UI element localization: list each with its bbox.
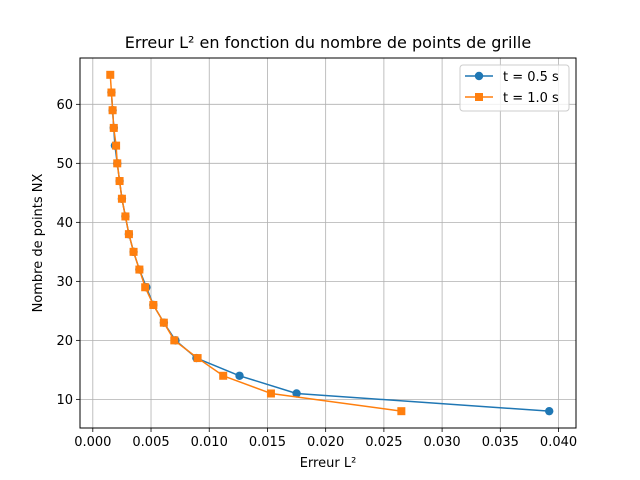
y-tick-label: 30 (56, 275, 73, 290)
data-point (113, 159, 122, 168)
data-point (170, 336, 179, 345)
grid (80, 58, 576, 428)
data-point (112, 141, 121, 150)
y-tick-label: 20 (56, 334, 73, 349)
data-point (109, 123, 118, 132)
data-point (106, 70, 115, 79)
data-point (107, 88, 116, 97)
data-point (219, 371, 228, 380)
data-point (117, 194, 126, 203)
x-tick-label: 0.005 (132, 435, 169, 450)
x-tick-label: 0.035 (482, 435, 519, 450)
data-point (193, 354, 202, 363)
legend-label-series-2: t = 1.0 s (503, 91, 559, 106)
legend-marker-series-1 (474, 71, 484, 81)
data-point (159, 318, 168, 327)
series-layer (106, 70, 554, 416)
data-point (135, 265, 144, 274)
data-point (121, 212, 130, 221)
data-point (292, 389, 301, 398)
x-tick-label: 0.040 (540, 435, 577, 450)
chart-title: Erreur L² en fonction du nombre de point… (125, 33, 531, 52)
plot-frame (79, 57, 577, 429)
y-tick-label: 60 (56, 98, 73, 113)
legend: t = 0.5 s t = 1.0 s (459, 64, 570, 112)
data-point (141, 283, 150, 292)
data-point (124, 230, 133, 239)
data-point (115, 177, 124, 186)
data-point (108, 106, 117, 115)
data-point (235, 371, 244, 380)
y-tick-label: 10 (56, 393, 73, 408)
y-axis-label: Nombre de points NX (31, 173, 46, 312)
data-point (266, 389, 275, 398)
x-tick-label: 0.000 (74, 435, 111, 450)
data-point (397, 407, 406, 416)
x-tick-label: 0.010 (191, 435, 228, 450)
x-axis-ticks: 0.000 0.005 0.010 0.015 0.020 0.025 0.030 0.035… (74, 428, 577, 450)
data-point (545, 406, 554, 416)
x-tick-label: 0.020 (307, 435, 344, 450)
y-axis-ticks: 10 20 30 40 50 60 (56, 98, 80, 408)
legend-marker-series-2 (475, 93, 483, 101)
x-tick-label: 0.025 (365, 435, 402, 450)
x-tick-label: 0.030 (423, 435, 460, 450)
legend-label-series-1: t = 0.5 s (503, 70, 559, 85)
x-axis-label: Erreur L² (300, 456, 357, 471)
y-tick-label: 40 (56, 216, 73, 231)
x-tick-label: 0.015 (249, 435, 286, 450)
y-tick-label: 50 (56, 157, 73, 172)
data-point (129, 247, 138, 256)
series-2 (106, 70, 406, 416)
data-point (149, 300, 158, 309)
